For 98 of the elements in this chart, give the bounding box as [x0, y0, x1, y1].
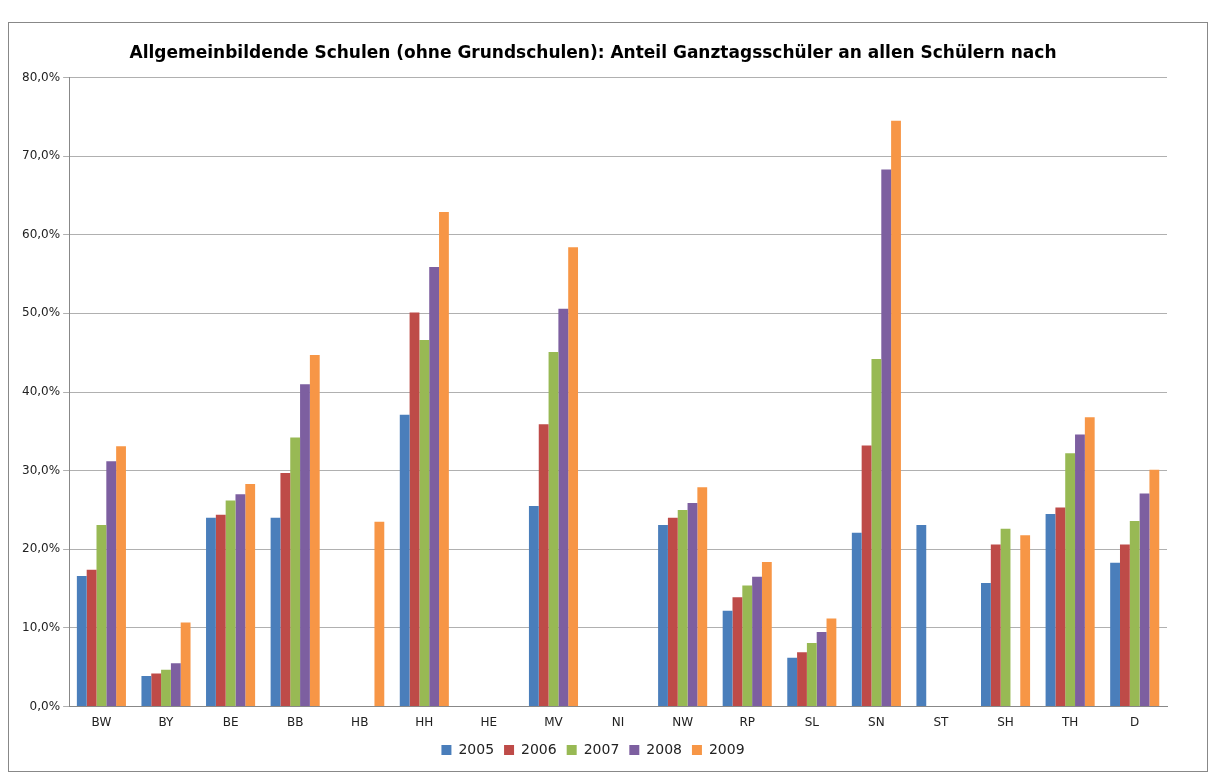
bar [1055, 507, 1066, 707]
bar [742, 585, 753, 707]
x-tick-label: HB [351, 714, 369, 729]
bar [280, 473, 291, 707]
bar [399, 414, 410, 707]
bar [851, 532, 862, 707]
y-tick-label: 70,0% [22, 148, 61, 163]
bar [806, 642, 817, 707]
x-tick-label: SN [868, 714, 885, 729]
x-tick-label: HH [415, 714, 434, 729]
x-tick-label: MV [544, 714, 564, 729]
bar [761, 561, 772, 707]
bar [1075, 434, 1085, 707]
bar [752, 576, 762, 707]
y-tick-label: 60,0% [22, 226, 61, 241]
x-tick-label: SH [997, 714, 1014, 729]
y-tick-label: 10,0% [22, 620, 61, 635]
bar [732, 597, 743, 707]
bar [891, 120, 901, 707]
bar [116, 446, 126, 707]
bar [787, 657, 798, 707]
bar [225, 500, 236, 707]
bar [215, 514, 226, 707]
bar [722, 610, 733, 707]
y-tick-label: 0,0% [29, 698, 61, 713]
bar [206, 517, 216, 707]
bar [245, 484, 256, 707]
x-tick-label: BE [222, 714, 239, 729]
y-tick-label: 30,0% [22, 462, 61, 477]
bar [374, 521, 385, 707]
bar [528, 506, 539, 707]
legend-label: 2005 [458, 740, 495, 757]
bar [235, 494, 246, 707]
bar [658, 524, 668, 707]
bar [1000, 528, 1011, 707]
bar [981, 583, 991, 707]
legend-label: 2006 [521, 740, 557, 757]
bar [916, 524, 927, 707]
legend-label: 2009 [708, 740, 745, 757]
y-tick-label: 20,0% [22, 541, 61, 556]
bar [861, 445, 872, 707]
bar [290, 437, 301, 707]
bar [697, 487, 708, 707]
bar [86, 569, 97, 707]
bar [170, 663, 181, 707]
bar [161, 669, 171, 707]
x-tick-label: SL [804, 714, 820, 729]
x-tick-label: BY [158, 714, 175, 729]
bar [826, 618, 837, 707]
bar [687, 502, 698, 707]
chart-title: Allgemeinbildende Schulen (ohne Grundschulen): Anteil Ganztagsschüler an allen Schülern nach [129, 41, 1057, 62]
bar [881, 169, 892, 707]
legend-label: 2008 [646, 740, 682, 757]
bar [538, 424, 549, 707]
bar [96, 524, 107, 707]
bar [1129, 520, 1140, 707]
x-tick-label: NW [672, 714, 694, 729]
bar [1110, 562, 1120, 707]
bar [1065, 453, 1076, 707]
y-tick-label: 40,0% [22, 384, 61, 399]
bar [439, 211, 449, 707]
x-tick-label: HE [480, 714, 498, 729]
bar [797, 652, 807, 707]
x-tick-label: RP [739, 714, 756, 729]
bar [1045, 513, 1056, 707]
legend-label: 2007 [583, 740, 620, 757]
bar [1139, 493, 1150, 707]
bar [141, 675, 152, 707]
bar [677, 509, 688, 707]
bar [106, 461, 117, 707]
bar [1084, 417, 1095, 707]
x-tick-label: BB [286, 714, 304, 729]
bar [667, 517, 678, 707]
bar [1020, 535, 1031, 707]
bar [270, 517, 281, 707]
x-tick-label: D [1130, 714, 1140, 729]
bar [300, 384, 310, 707]
bar [419, 340, 430, 707]
bar [429, 266, 440, 707]
bar [309, 355, 320, 707]
bar [151, 673, 162, 707]
x-tick-label: NI [611, 714, 625, 729]
bar [990, 544, 1001, 707]
bar [76, 576, 87, 707]
x-tick-label: ST [933, 714, 950, 729]
bar [1149, 469, 1160, 707]
x-tick-label: TH [1060, 714, 1079, 729]
x-tick-label: BW [91, 714, 112, 729]
bar [816, 631, 827, 707]
bar [568, 247, 579, 707]
bar [558, 308, 569, 707]
y-tick-label: 50,0% [22, 305, 61, 320]
bar [180, 622, 191, 707]
bar [871, 358, 882, 707]
y-tick-label: 80,0% [22, 69, 61, 84]
bar [409, 312, 420, 707]
bar [1119, 544, 1130, 707]
bar [548, 351, 559, 707]
